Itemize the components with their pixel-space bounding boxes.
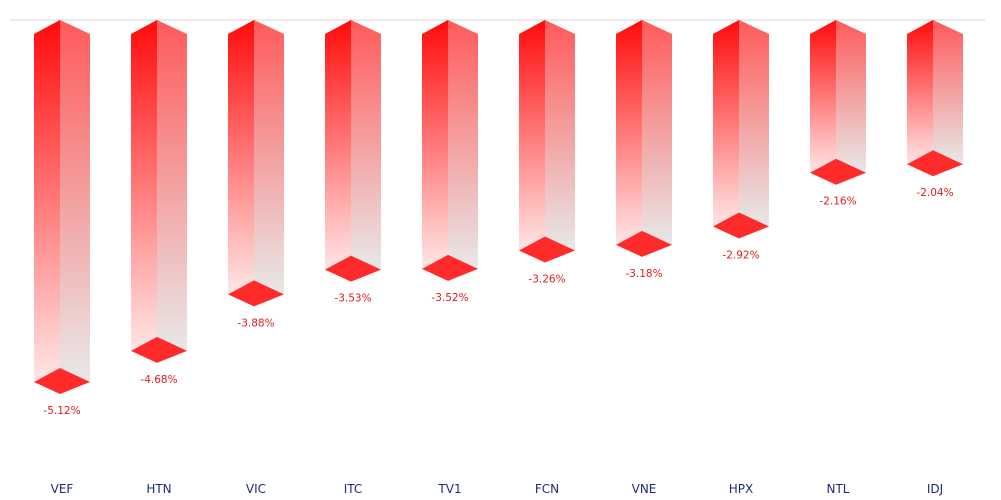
bar-front-face: [810, 20, 836, 173]
bar-bottom-cap: [713, 212, 769, 239]
x-tick-vne: VNE: [632, 482, 657, 496]
bar-bottom-cap: [325, 255, 381, 282]
data-label-vne: -3.18%: [625, 268, 662, 280]
bar-ntl: [810, 20, 866, 185]
bar-side-face: [739, 20, 769, 227]
bar-tv1: [422, 20, 478, 281]
data-label-tv1: -3.52%: [431, 292, 468, 304]
bar-front-face: [228, 20, 254, 295]
x-tick-fcn: FCN: [535, 482, 559, 496]
bar-bottom-cap: [228, 280, 284, 307]
data-label-itc: -3.53%: [334, 293, 371, 305]
bar-fcn: [519, 20, 575, 263]
bar-side-face: [157, 20, 187, 351]
bar-hpx: [713, 20, 769, 239]
x-tick-idj: IDJ: [927, 482, 943, 496]
x-tick-tv1: TV1: [437, 482, 461, 496]
bars-layer: [34, 20, 963, 394]
bar-bottom-cap: [422, 254, 478, 281]
data-label-vic: -3.88%: [237, 317, 274, 329]
bar-side-face: [448, 20, 478, 269]
data-label-hpx: -2.92%: [722, 249, 759, 261]
x-tick-vic: VIC: [246, 482, 266, 496]
bar-bottom-cap: [616, 230, 672, 257]
x-tick-htn: HTN: [146, 482, 171, 496]
bar-front-face: [422, 20, 448, 269]
bar-front-face: [519, 20, 545, 251]
data-label-fcn: -3.26%: [528, 273, 565, 285]
data-label-vef: -5.12%: [43, 405, 80, 417]
x-tick-vef: VEF: [51, 482, 74, 496]
bar-vic: [228, 20, 284, 307]
bar-side-face: [836, 20, 866, 173]
bar-front-face: [34, 20, 60, 382]
data-label-htn: -4.68%: [140, 374, 177, 386]
x-tick-itc: ITC: [344, 482, 363, 496]
bar-side-face: [60, 20, 90, 382]
bar-front-face: [131, 20, 157, 351]
bar-side-face: [351, 20, 381, 270]
data-label-ntl: -2.16%: [819, 196, 856, 208]
bar-bottom-cap: [519, 236, 575, 263]
x-tick-hpx: HPX: [729, 482, 753, 496]
bar-bottom-cap: [810, 158, 866, 185]
bar-itc: [325, 20, 381, 282]
bar-side-face: [254, 20, 284, 295]
labels-layer: -5.12% -4.68% -3.88% -3.53% -3.52% -3.26% -3.1…: [43, 187, 953, 417]
bar-vne: [616, 20, 672, 257]
bar-side-face: [642, 20, 672, 245]
bar-bottom-cap: [131, 336, 187, 363]
bar-front-face: [907, 20, 933, 165]
data-label-idj: -2.04%: [916, 187, 953, 199]
bar-side-face: [545, 20, 575, 251]
bar-front-face: [616, 20, 642, 245]
x-axis-ticks: VEF HTN VIC ITC TV1 FCN VNE HPX NTL IDJ: [51, 482, 944, 496]
bar-vef: [34, 20, 90, 394]
bar-idj: [907, 20, 963, 177]
bar-front-face: [325, 20, 351, 270]
bar-side-face: [933, 20, 963, 165]
bar-bottom-cap: [907, 150, 963, 177]
bar-htn: [131, 20, 187, 363]
bar-bottom-cap: [34, 368, 90, 394]
bar-front-face: [713, 20, 739, 227]
x-tick-ntl: NTL: [827, 482, 850, 496]
